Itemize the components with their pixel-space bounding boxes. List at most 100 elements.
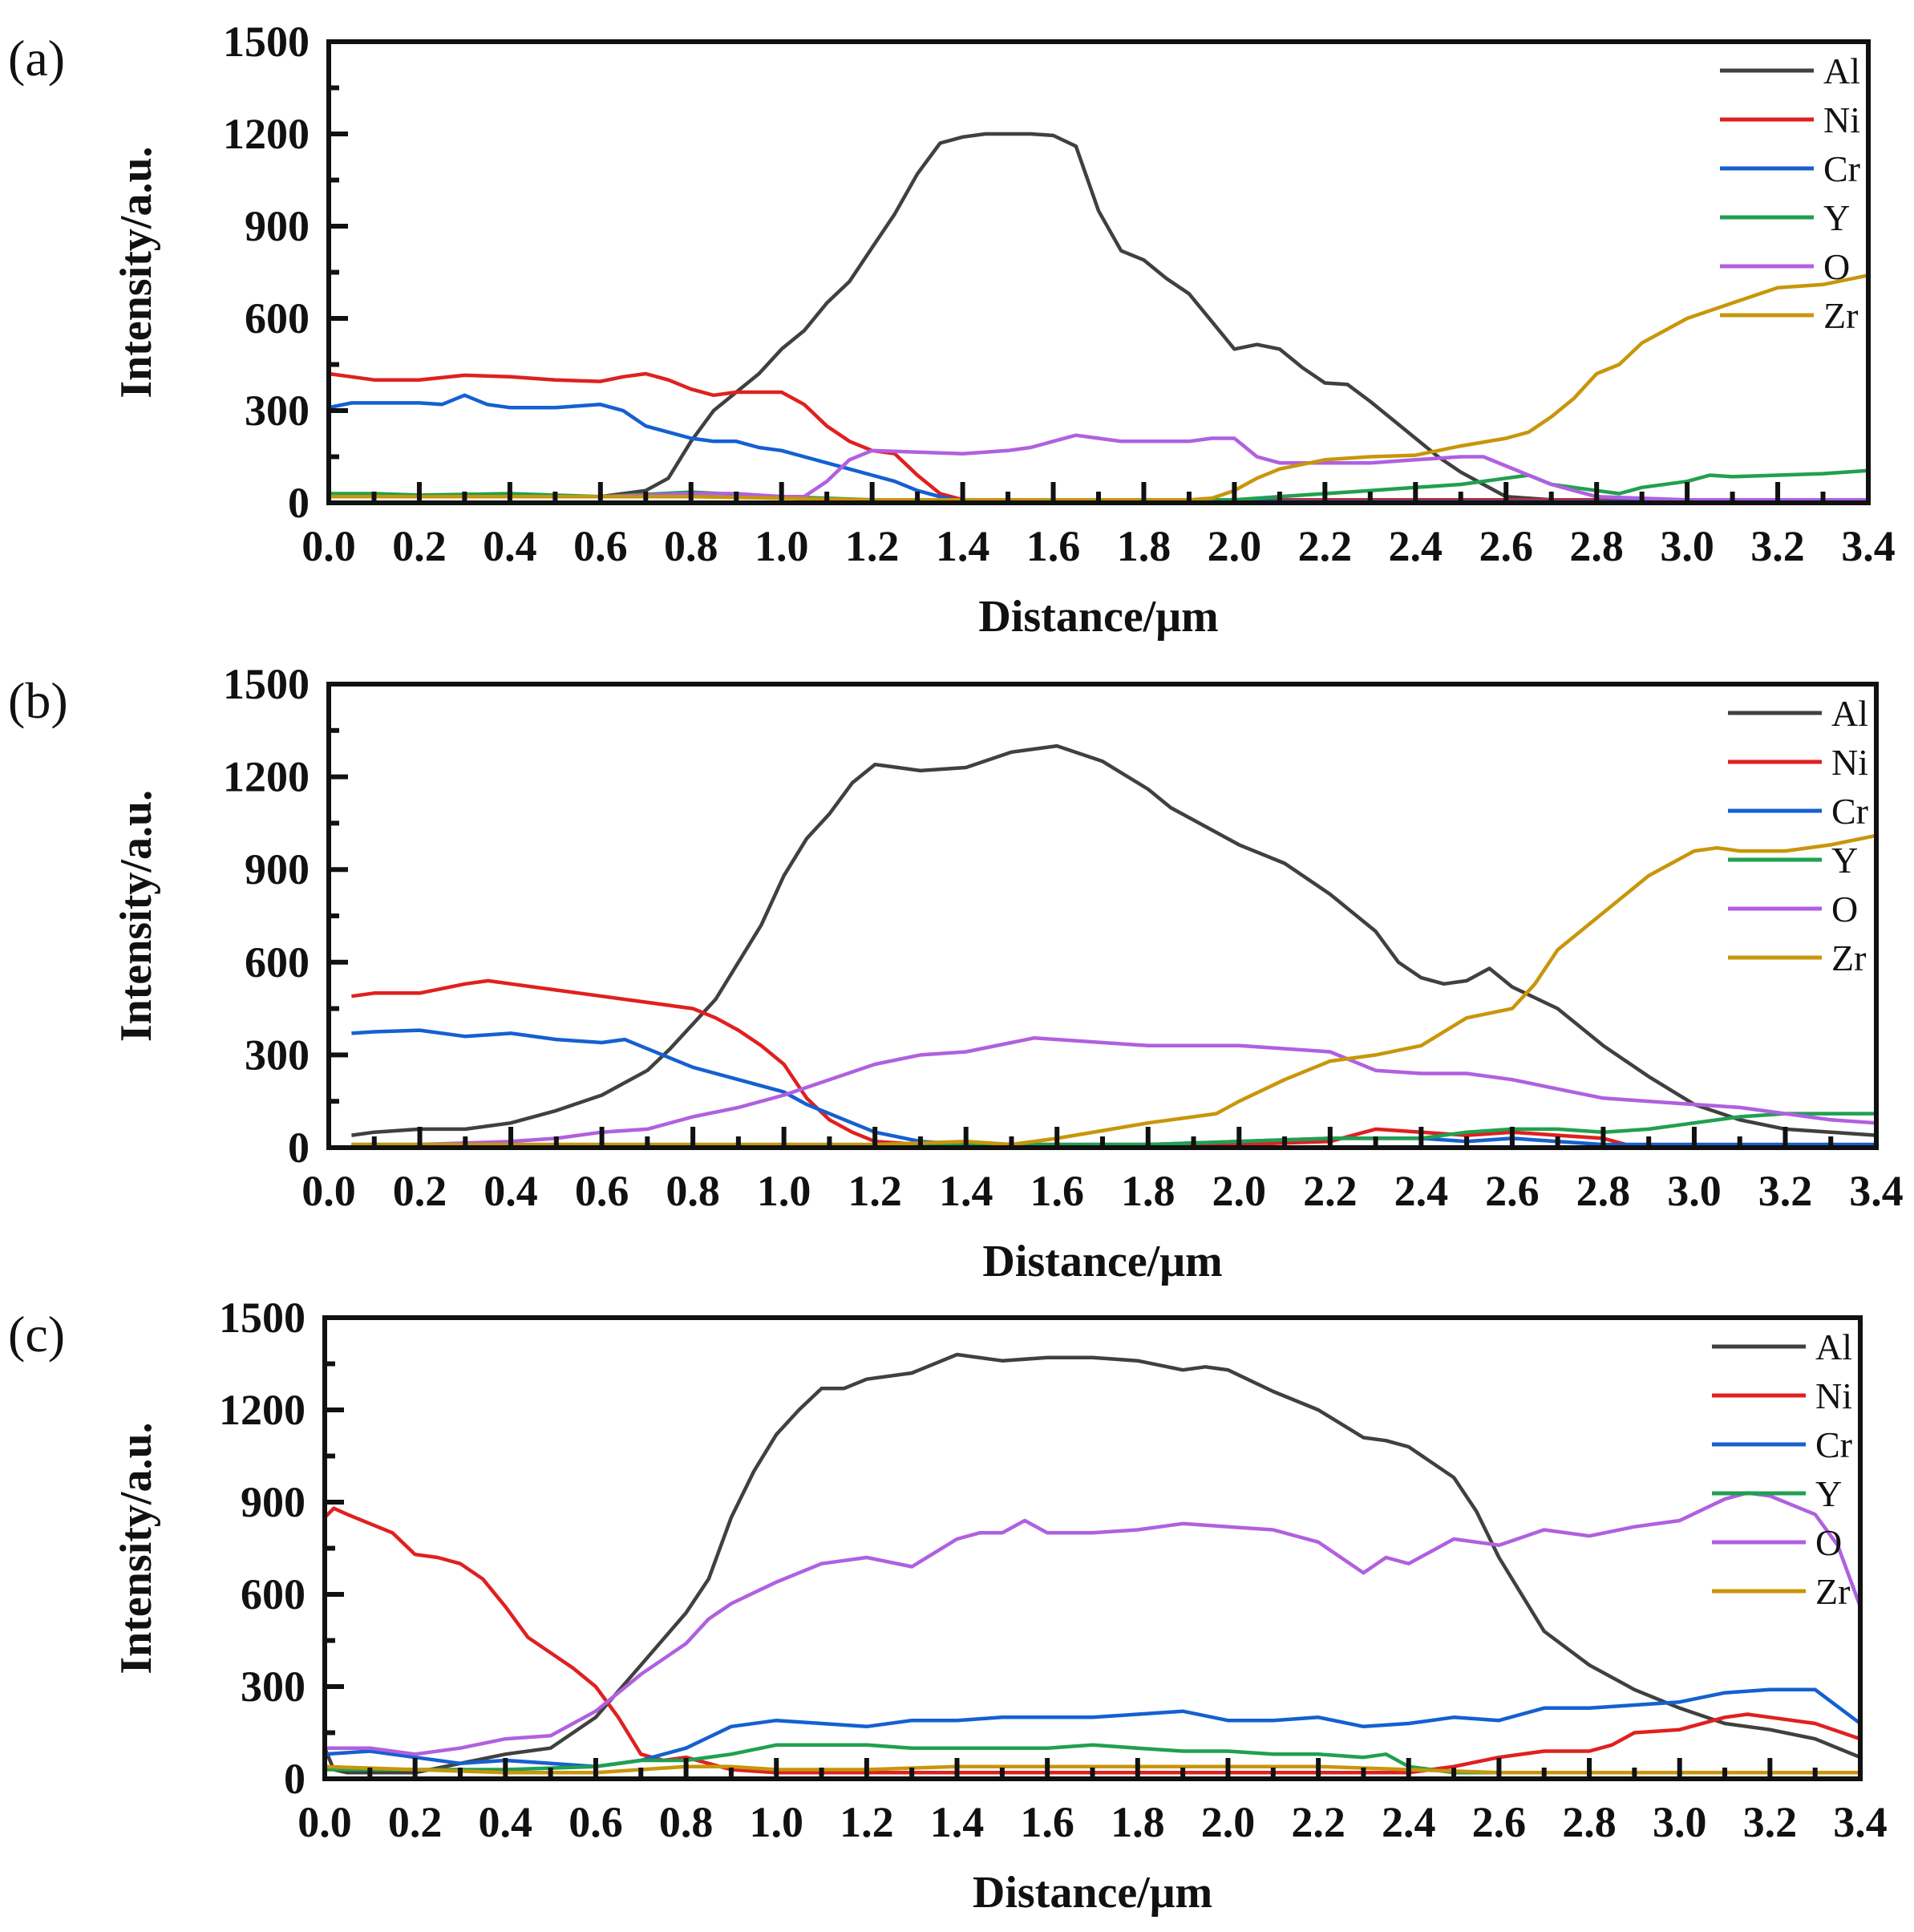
x-tick-label: 2.4 — [1382, 1798, 1436, 1846]
series-line-o — [325, 1491, 1860, 1756]
x-tick-label: 0.8 — [664, 522, 718, 570]
series-line-ni — [351, 978, 1876, 1147]
legend-label-y: Y — [1815, 1473, 1842, 1514]
x-tick-label: 2.2 — [1291, 1798, 1345, 1846]
x-tick-label: 2.8 — [1562, 1798, 1617, 1846]
legend-label-y: Y — [1823, 197, 1850, 238]
x-tick-label: 2.8 — [1569, 522, 1624, 570]
y-tick-label: 300 — [241, 1663, 306, 1711]
x-tick-label: 2.8 — [1576, 1167, 1631, 1215]
chart-panel-3: (c) 0.0 0.2 0.4 0.6 0.8 1.0 1.2 1.4 1.6 1.8 2.0 2.2 2… — [8, 1294, 1888, 1918]
x-tick-label: 0.8 — [659, 1798, 714, 1846]
y-axis-title: Intensity/a.u. — [111, 790, 161, 1042]
x-tick-label: 0.0 — [297, 1798, 352, 1846]
series-line-al — [329, 132, 1868, 502]
x-tick-label: 1.6 — [1026, 522, 1081, 570]
y-tick-label: 300 — [245, 387, 310, 435]
x-tick-label: 1.4 — [936, 522, 990, 570]
x-tick-label: 0.4 — [483, 522, 537, 570]
x-tick-label: 1.8 — [1117, 522, 1171, 570]
legend-label-zr: Zr — [1823, 295, 1858, 336]
x-tick-label: 2.0 — [1201, 1798, 1256, 1846]
y-tick-label: 0 — [288, 479, 310, 527]
x-tick-label: 2.6 — [1479, 522, 1533, 570]
legend-label-o: O — [1823, 246, 1850, 287]
y-tick-label: 1200 — [223, 753, 310, 801]
x-tick-label: 2.0 — [1208, 522, 1262, 570]
legend-label-al: Al — [1815, 1326, 1852, 1367]
legend-label-al: Al — [1831, 693, 1868, 734]
series-line-cr — [329, 393, 1868, 503]
legend-label-zr: Zr — [1831, 938, 1866, 978]
legend-label-zr: Zr — [1815, 1571, 1850, 1612]
y-tick-label: 1500 — [223, 18, 310, 66]
x-tick-label: 2.4 — [1389, 522, 1443, 570]
y-tick-label: 0 — [288, 1124, 310, 1172]
x-tick-label: 1.2 — [840, 1798, 894, 1846]
legend-label-o: O — [1815, 1522, 1842, 1563]
x-tick-label: 3.2 — [1758, 1167, 1813, 1215]
y-tick-label: 600 — [241, 1570, 306, 1618]
x-tick-label: 0.2 — [393, 1167, 447, 1215]
y-tick-label: 1500 — [219, 1294, 306, 1342]
series-line-cr — [325, 1687, 1860, 1768]
x-tick-label: 3.4 — [1841, 522, 1896, 570]
x-tick-label: 1.4 — [939, 1167, 993, 1215]
x-tick-label: 2.4 — [1394, 1167, 1449, 1215]
x-tick-label: 1.4 — [930, 1798, 985, 1846]
panel-label: (b) — [8, 672, 68, 729]
y-tick-label: 0 — [284, 1755, 306, 1803]
legend-label-ni: Ni — [1815, 1375, 1852, 1416]
y-tick-label: 600 — [245, 938, 310, 986]
plot-frame — [326, 39, 1871, 505]
legend-label-cr: Cr — [1831, 791, 1868, 832]
x-tick-label: 2.6 — [1485, 1167, 1540, 1215]
plot-frame — [322, 1315, 1863, 1781]
panel-label: (a) — [8, 30, 65, 87]
x-tick-label: 3.0 — [1667, 1167, 1722, 1215]
x-tick-label: 0.0 — [301, 1167, 356, 1215]
x-tick-label: 1.6 — [1020, 1798, 1074, 1846]
legend-label-o: O — [1831, 889, 1858, 930]
series-line-al — [351, 743, 1876, 1137]
x-tick-label: 0.0 — [301, 522, 356, 570]
chart-panel-1: (a) 0.0 0.2 0.4 0.6 0.8 1.0 1.2 1.4 1.6 1.8 2.0 2.2 2… — [8, 18, 1896, 642]
series-line-al — [325, 1352, 1860, 1775]
x-tick-label: 3.2 — [1743, 1798, 1798, 1846]
x-tick-label: 0.4 — [484, 1167, 538, 1215]
x-tick-label: 1.2 — [845, 522, 900, 570]
y-tick-label: 900 — [241, 1478, 306, 1526]
x-tick-label: 0.2 — [392, 522, 447, 570]
x-tick-label: 3.4 — [1849, 1167, 1904, 1215]
x-tick-label: 1.6 — [1030, 1167, 1084, 1215]
y-tick-label: 900 — [245, 202, 310, 250]
y-tick-label: 1200 — [223, 110, 310, 158]
y-tick-label: 300 — [245, 1031, 310, 1079]
y-axis-title: Intensity/a.u. — [111, 1422, 161, 1674]
legend-label-ni: Ni — [1831, 742, 1868, 783]
series-line-o — [329, 433, 1868, 502]
x-tick-label: 1.0 — [749, 1798, 803, 1846]
series-line-zr — [329, 273, 1868, 502]
y-tick-label: 600 — [245, 294, 310, 342]
panel-label: (c) — [8, 1306, 65, 1363]
x-tick-label: 0.2 — [388, 1798, 443, 1846]
x-tick-label: 1.2 — [848, 1167, 902, 1215]
x-tick-label: 1.0 — [755, 522, 809, 570]
x-tick-label: 0.6 — [573, 522, 628, 570]
y-tick-label: 900 — [245, 845, 310, 893]
x-tick-label: 0.6 — [575, 1167, 629, 1215]
x-tick-label: 3.2 — [1750, 522, 1805, 570]
legend-label-ni: Ni — [1823, 99, 1860, 140]
x-tick-label: 2.2 — [1303, 1167, 1358, 1215]
x-tick-label: 1.8 — [1111, 1798, 1165, 1846]
legend-label-cr: Cr — [1823, 148, 1860, 189]
y-tick-label: 1200 — [219, 1386, 306, 1434]
x-tick-label: 1.0 — [757, 1167, 811, 1215]
legend-label-cr: Cr — [1815, 1424, 1852, 1465]
chart-panel-2: (b) 0.0 0.2 0.4 0.6 0.8 1.0 1.2 1.4 1.6 1.8 2.0 2.2 2… — [8, 660, 1904, 1286]
y-axis-title: Intensity/a.u. — [111, 146, 161, 398]
legend: Al Ni Cr YO Zr — [1712, 1326, 1852, 1612]
legend-label-y: Y — [1831, 840, 1858, 881]
x-tick-label: 0.8 — [666, 1167, 720, 1215]
